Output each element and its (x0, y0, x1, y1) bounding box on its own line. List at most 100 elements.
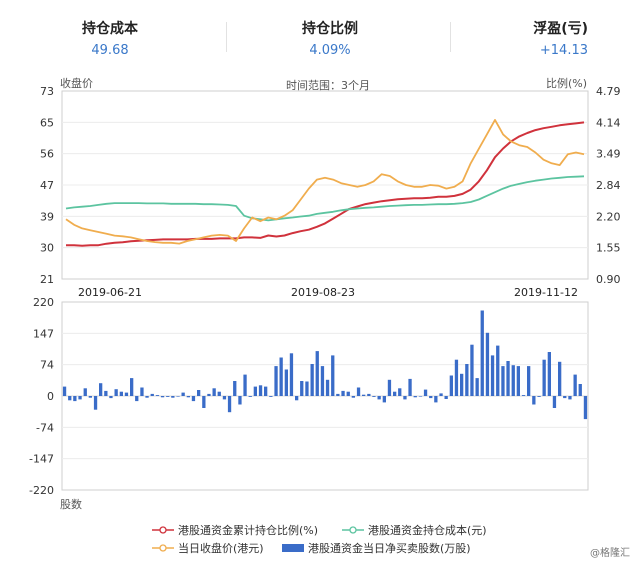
y-right-tick-label: 2.20 (596, 210, 621, 223)
flow-bar (527, 366, 531, 396)
y-left-tick-label: 47 (40, 179, 54, 192)
stat-value: +14.13 (539, 43, 588, 58)
y-right-tick-label: 3.49 (596, 148, 621, 161)
legend-swatch-bar-icon (282, 544, 304, 552)
y-right-tick-label: 4.14 (596, 116, 621, 129)
flow-bar (166, 396, 170, 397)
series-line (65, 119, 585, 245)
flow-bar (217, 391, 221, 396)
stat-value: 49.68 (91, 43, 129, 58)
flow-bar (398, 388, 402, 396)
flow-bar (485, 332, 490, 396)
flow-bar (346, 391, 350, 396)
stat-value: 4.09% (309, 43, 351, 58)
flow-bar (207, 393, 211, 396)
legend-label: 港股通资金持仓成本(元) (368, 524, 487, 537)
flow-bar (68, 396, 72, 401)
flow-bar (367, 393, 371, 396)
y-left-tick-label: 56 (40, 148, 54, 161)
flow-bar (439, 393, 443, 396)
flow-bar (552, 396, 557, 408)
flow-bar (480, 310, 484, 396)
flow-bar (506, 361, 510, 396)
flow-bar (568, 396, 572, 400)
flow-bar (423, 389, 428, 396)
legend-label: 港股通资金当日净买卖股数(万股) (308, 542, 471, 555)
time-range-label: 时间范围：3个月 (286, 79, 370, 92)
legend-item-flow[interactable]: 港股通资金当日净买卖股数(万股) (282, 540, 471, 556)
flow-bar (413, 396, 417, 398)
flow-bar (83, 388, 87, 396)
flow-bar (289, 353, 294, 396)
y-left-tick-label: 73 (40, 85, 54, 98)
flow-bar (93, 396, 98, 410)
stat-label: 持仓成本 (82, 21, 138, 37)
flow-bar (150, 393, 154, 396)
flow-bar (325, 379, 330, 396)
flow-bar (135, 396, 139, 402)
flow-bar (300, 381, 304, 396)
flow-bar (233, 381, 237, 396)
stat-floating-pnl: 浮盈(亏) +14.13 (510, 18, 588, 58)
flow-bar (336, 393, 340, 396)
flow-bar (181, 392, 185, 396)
flow-bar (511, 365, 515, 396)
flow-bar (264, 386, 268, 396)
flow-bar (475, 378, 479, 396)
flow-bar (341, 390, 345, 396)
flow-bar (449, 375, 453, 396)
y-bar-tick-label: 0 (47, 390, 54, 403)
flow-bar (516, 366, 520, 396)
series-line (66, 121, 585, 247)
flow-bar (465, 364, 469, 396)
legend-label: 港股通资金累计持仓比例(%) (178, 524, 319, 537)
flow-bar (315, 351, 319, 396)
stat-label: 浮盈(亏) (533, 21, 588, 37)
flow-bar (269, 396, 273, 397)
flow-bar (171, 396, 175, 398)
legend-item-cost[interactable]: 港股通资金持仓成本(元) (342, 522, 487, 538)
flow-bar (305, 381, 309, 396)
flow-bar (295, 396, 299, 401)
y-left-tick-label: 39 (40, 210, 54, 223)
legend-item-ratio[interactable]: 港股通资金累计持仓比例(%) (152, 522, 318, 538)
stat-label: 持仓比例 (302, 21, 358, 37)
flow-bar (470, 344, 474, 396)
flow-bar (377, 396, 381, 400)
chart-svg: 73 65 56 47 39 30 21 4.79 4.14 3.49 2.84 2.20 1.55 0.… (29, 85, 621, 497)
flow-bar (310, 364, 314, 396)
series-line (65, 175, 585, 222)
legend-swatch-line-icon (342, 526, 364, 534)
flow-bar (490, 355, 495, 396)
flow-bar (496, 345, 500, 396)
flow-bar (248, 396, 252, 397)
y-left-tick-label: 30 (40, 242, 54, 255)
flow-bar (429, 396, 433, 399)
flow-bar (279, 357, 283, 396)
y-left-tick-label: 65 (40, 116, 54, 129)
flow-bar (258, 385, 263, 396)
divider (450, 22, 451, 52)
flow-bar (434, 396, 438, 403)
flow-bar (73, 396, 77, 402)
flow-bar (191, 396, 196, 402)
stat-holding-cost: 持仓成本 49.68 (70, 18, 150, 58)
flow-bar (418, 396, 423, 397)
flow-bar (558, 361, 562, 396)
flow-bar (403, 396, 407, 400)
legend-item-price[interactable]: 当日收盘价(港元) (152, 540, 264, 556)
flow-bar (454, 359, 459, 396)
flow-bar (238, 396, 242, 405)
flow-bar (212, 388, 216, 396)
flow-bar (140, 387, 144, 396)
y-bar-tick-label: -147 (29, 453, 54, 466)
flow-bar (460, 373, 464, 396)
flow-bar (88, 396, 92, 398)
legend-swatch-line-icon (152, 526, 174, 534)
flow-bar (382, 396, 386, 403)
flow-bar (176, 396, 180, 397)
flow-bar (351, 396, 355, 398)
y-right-tick-label: 1.55 (596, 242, 621, 255)
flow-bar (563, 396, 567, 399)
flow-bar (227, 396, 232, 413)
